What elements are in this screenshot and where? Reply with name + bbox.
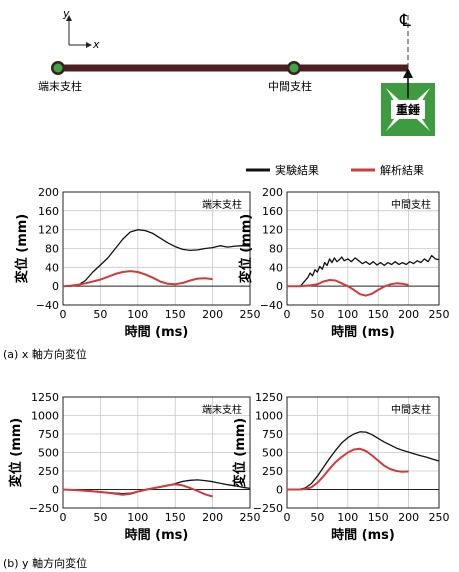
- panel-label: 端末支柱: [202, 403, 242, 416]
- experiment-line: [63, 229, 251, 287]
- y-tick-label: 750: [262, 428, 283, 441]
- plot-frame: [62, 191, 251, 306]
- x-tick-label: 100: [337, 511, 358, 524]
- y-tick-label: 40: [45, 261, 59, 274]
- x-arrowhead-icon: [86, 42, 92, 48]
- x-tick-label: 0: [284, 308, 291, 321]
- x-tick-label: 200: [202, 308, 223, 321]
- y-tick-label: 1250: [255, 391, 283, 404]
- y-tick-label: 120: [38, 224, 59, 237]
- y-tick-label: 160: [262, 205, 283, 218]
- y-tick-label: −250: [253, 502, 283, 515]
- y-axis-title: 変位 (mm): [14, 214, 30, 284]
- analysis-line: [287, 279, 409, 297]
- axis-y-label: y: [62, 7, 70, 20]
- centerline-symbol: ℄: [399, 11, 411, 31]
- y-tick-label: 80: [269, 243, 283, 256]
- y-tick-label: 200: [262, 186, 283, 199]
- y-arrowhead-icon: [66, 15, 72, 21]
- x-tick-label: 50: [93, 511, 107, 524]
- x-tick-label: 150: [368, 308, 389, 321]
- y-tick-label: 1000: [255, 410, 283, 423]
- y-tick-label: 0: [52, 280, 59, 293]
- x-tick-label: 150: [368, 511, 389, 524]
- y-tick-label: −40: [36, 299, 59, 312]
- y-axis-title: 変位 (mm): [8, 418, 24, 488]
- plot-frame: [286, 191, 440, 306]
- panel-label: 中間支柱: [391, 403, 431, 416]
- schematic: y x ℄ 端末支柱 中間支柱 重錘: [38, 7, 435, 136]
- legend-analysis-label: 解析結果: [380, 163, 424, 177]
- experiment-line: [287, 431, 440, 491]
- analysis-line: [287, 447, 409, 491]
- end-column-label: 端末支柱: [38, 79, 82, 93]
- x-tick-label: 250: [240, 511, 261, 524]
- legend-experiment-label: 実験結果: [275, 163, 319, 177]
- y-tick-label: 500: [38, 447, 59, 460]
- chart-y-middle-column: 0 50 100 150 200 250−250025050075010001250時間 …: [232, 391, 450, 543]
- analysis-line: [62, 270, 213, 288]
- y-tick-label: 1000: [31, 410, 59, 423]
- x-tick-label: 150: [165, 511, 186, 524]
- panel-label: 端末支柱: [202, 198, 242, 211]
- y-tick-label: 1250: [31, 391, 59, 404]
- x-tick-label: 0: [284, 511, 291, 524]
- weight-block: 重錘: [381, 83, 435, 136]
- x-tick-label: 100: [127, 511, 148, 524]
- y-tick-label: 160: [38, 205, 59, 218]
- y-tick-label: 120: [262, 224, 283, 237]
- y-tick-label: 500: [262, 447, 283, 460]
- y-tick-label: 80: [45, 243, 59, 256]
- plot-frame: [62, 396, 251, 509]
- x-tick-label: 250: [429, 511, 450, 524]
- x-tick-label: 250: [429, 308, 450, 321]
- y-tick-label: 0: [276, 484, 283, 497]
- x-axis-title: 時間 (ms): [331, 324, 395, 340]
- y-axis-title: 変位 (mm): [238, 214, 254, 284]
- y-tick-label: 750: [38, 428, 59, 441]
- x-axis-title: 時間 (ms): [125, 324, 189, 340]
- legend: 実験結果 解析結果: [246, 163, 424, 177]
- caption-b: (b) y 軸方向変位: [3, 556, 87, 570]
- y-tick-label: 0: [276, 280, 283, 293]
- y-axis-title: 変位 (mm): [232, 418, 248, 488]
- impact-arrowhead-icon: [403, 68, 413, 78]
- x-tick-label: 0: [60, 511, 67, 524]
- x-tick-label: 100: [337, 308, 358, 321]
- caption-a: (a) x 軸方向変位: [3, 347, 87, 361]
- x-tick-label: 150: [165, 308, 186, 321]
- x-tick-label: 200: [398, 308, 419, 321]
- x-tick-label: 0: [60, 308, 67, 321]
- chart-y-end-column: 0 50 100 150 200 250−250025050075010001250時間 …: [8, 391, 261, 543]
- x-tick-label: 250: [240, 308, 261, 321]
- x-tick-label: 50: [310, 511, 324, 524]
- x-tick-label: 200: [398, 511, 419, 524]
- x-axis-title: 時間 (ms): [331, 527, 395, 543]
- x-axis-title: 時間 (ms): [125, 527, 189, 543]
- plot-frame: [286, 396, 440, 509]
- experiment-line: [287, 254, 440, 287]
- middle-column-label: 中間支柱: [268, 79, 312, 93]
- y-tick-label: 250: [262, 465, 283, 478]
- axis-x-label: x: [92, 38, 100, 51]
- y-tick-label: 0: [52, 484, 59, 497]
- x-tick-label: 200: [202, 511, 223, 524]
- y-tick-label: 40: [269, 261, 283, 274]
- y-tick-label: 250: [38, 465, 59, 478]
- x-tick-label: 100: [127, 308, 148, 321]
- y-tick-label: 200: [38, 186, 59, 199]
- x-tick-label: 50: [93, 308, 107, 321]
- analysis-line: [62, 483, 213, 498]
- y-tick-label: −40: [260, 299, 283, 312]
- x-tick-label: 50: [310, 308, 324, 321]
- weight-label: 重錘: [396, 102, 420, 117]
- panel-label: 中間支柱: [391, 198, 431, 211]
- y-tick-label: −250: [29, 502, 59, 515]
